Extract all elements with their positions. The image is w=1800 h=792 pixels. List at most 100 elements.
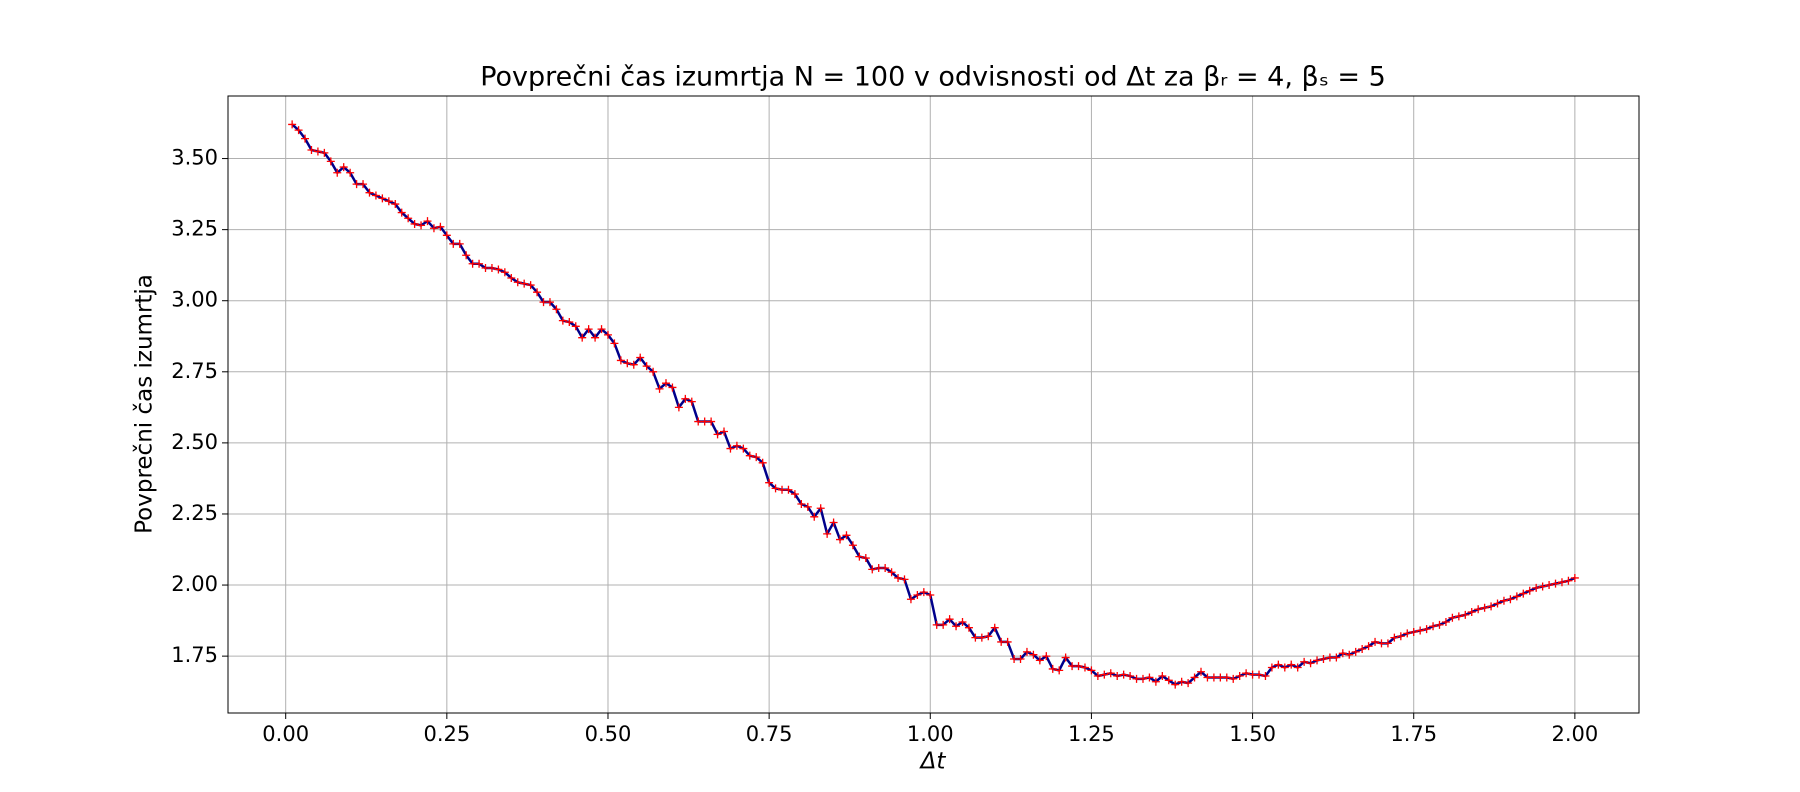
data-point (642, 362, 651, 371)
x-tick-label: 0.25 (423, 722, 470, 746)
data-point (1564, 576, 1573, 585)
data-point (629, 360, 638, 369)
data-point (720, 427, 729, 436)
data-point (326, 157, 335, 166)
data-point (1396, 632, 1405, 641)
data-point (1126, 672, 1135, 681)
data-point (1416, 626, 1425, 635)
data-point (790, 490, 799, 499)
data-point (1035, 656, 1044, 665)
data-point (533, 288, 542, 297)
x-tick-label: 0.00 (262, 722, 309, 746)
data-point (339, 163, 348, 172)
data-point (1512, 592, 1521, 601)
data-point (423, 217, 432, 226)
data-point (442, 231, 451, 240)
data-point (842, 531, 851, 540)
data-point (1487, 602, 1496, 611)
data-point (1525, 586, 1534, 595)
data-point (1441, 618, 1450, 627)
data-point (526, 281, 535, 290)
data-point (913, 591, 922, 600)
x-tick-label: 1.75 (1390, 722, 1437, 746)
y-tick-label: 3.00 (171, 288, 218, 312)
data-point (565, 318, 574, 327)
data-point (462, 251, 471, 260)
data-point (365, 188, 374, 197)
data-point (494, 265, 503, 274)
data-point (1171, 680, 1180, 689)
data-point (1255, 670, 1264, 679)
data-point (371, 191, 380, 200)
data-point (1493, 599, 1502, 608)
data-point (410, 219, 419, 228)
data-point (1403, 629, 1412, 638)
x-tick-label: 2.00 (1551, 722, 1598, 746)
data-point (771, 484, 780, 493)
data-point (558, 316, 567, 325)
data-point (1461, 610, 1470, 619)
data-point (1300, 657, 1309, 666)
data-point (939, 620, 948, 629)
data-point (359, 180, 368, 189)
data-point (320, 148, 329, 157)
data-point (1197, 667, 1205, 676)
data-point (1538, 582, 1547, 591)
data-point (758, 458, 767, 467)
data-point (990, 623, 999, 632)
data-point (745, 451, 754, 460)
x-axis-label: Δt (919, 749, 947, 775)
data-point (500, 268, 509, 277)
data-point (1093, 672, 1102, 681)
data-point (1371, 637, 1380, 646)
data-point (726, 444, 735, 453)
data-point (1145, 673, 1154, 682)
data-point (906, 595, 915, 604)
data-point (1100, 670, 1109, 679)
data-point (1055, 666, 1064, 675)
data-point (1332, 653, 1341, 662)
data-point (945, 615, 954, 624)
data-point (1061, 653, 1070, 662)
data-point (1293, 663, 1302, 672)
data-point (301, 134, 310, 143)
data-point (707, 417, 716, 426)
data-point (829, 518, 838, 527)
data-point (391, 200, 400, 209)
data-point (649, 367, 658, 376)
data-point (1003, 637, 1012, 646)
data-point (1422, 625, 1431, 634)
data-point (591, 333, 600, 342)
data-point (1158, 672, 1167, 681)
data-point (378, 194, 387, 203)
data-point (894, 573, 903, 582)
data-point (687, 397, 696, 406)
data-point (964, 623, 973, 632)
data-point (810, 512, 819, 521)
data-point (1287, 660, 1296, 669)
data-point (732, 441, 741, 450)
data-point (397, 208, 406, 217)
data-point (1474, 605, 1483, 614)
data-point (1080, 663, 1089, 672)
data-point (1177, 677, 1186, 686)
data-point (313, 147, 322, 156)
y-tick-label: 3.50 (171, 146, 218, 170)
data-point (603, 330, 612, 339)
data-point (868, 565, 877, 574)
data-point (784, 485, 793, 494)
data-point (1113, 672, 1122, 681)
data-point (1435, 620, 1444, 629)
data-point (571, 322, 580, 331)
data-point (507, 273, 516, 282)
data-point (984, 632, 993, 641)
x-tick-label: 1.25 (1068, 722, 1115, 746)
data-point (1448, 613, 1457, 622)
data-point (584, 325, 593, 334)
data-point (900, 575, 909, 584)
data-point (836, 535, 845, 544)
data-point (1190, 673, 1199, 682)
data-point (384, 197, 393, 206)
y-tick-label: 2.50 (171, 430, 218, 454)
